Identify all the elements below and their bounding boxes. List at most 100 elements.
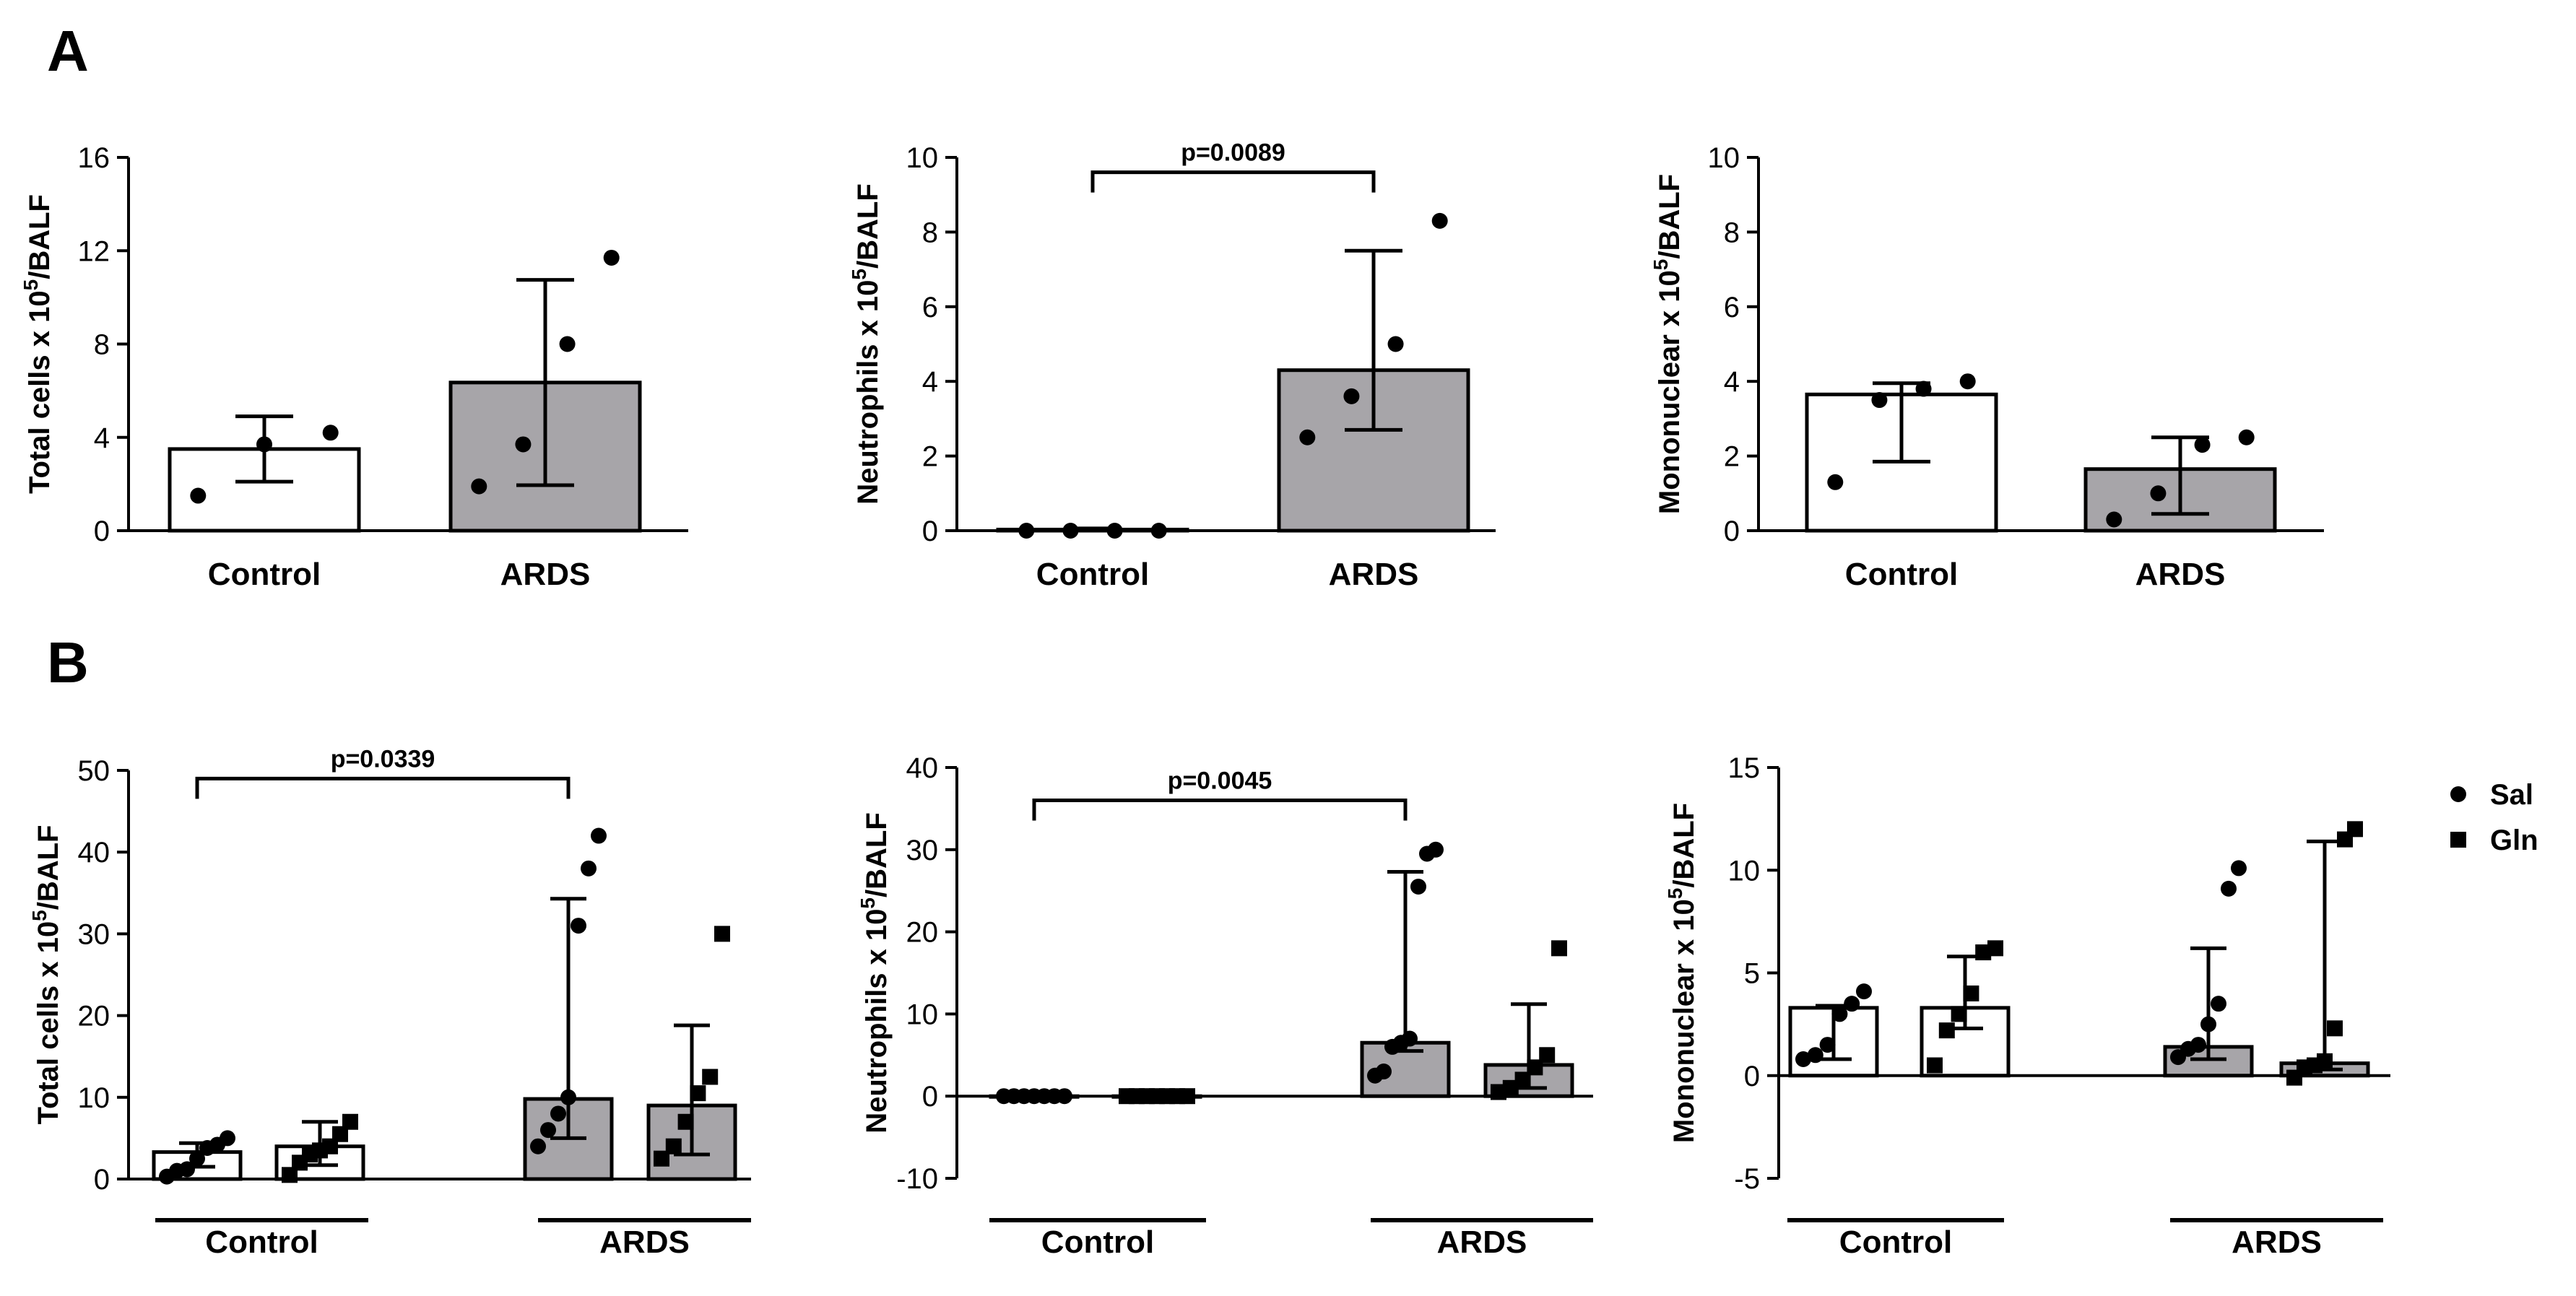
category-label-ards: ARDS [2232, 1225, 2322, 1260]
data-point-circle [581, 860, 597, 877]
category-label-control: Control [1041, 1225, 1154, 1260]
data-point-circle [2190, 1037, 2206, 1053]
data-point-circle [1343, 388, 1360, 404]
y-tick-label: 8 [922, 217, 938, 248]
data-point-circle [515, 436, 532, 453]
data-point-circle [530, 1138, 546, 1154]
data-point-circle [220, 1130, 235, 1147]
y-tick-label: 4 [94, 422, 110, 454]
data-point-circle [1428, 841, 1444, 858]
data-point-circle [190, 487, 207, 504]
category-label-ards: ARDS [599, 1225, 690, 1260]
category-label-control: Control [208, 557, 321, 592]
data-point-circle [1018, 523, 1035, 539]
legend-label-sal: Sal [2490, 779, 2533, 811]
data-point-square [1539, 1047, 1556, 1064]
data-point-circle [550, 1105, 566, 1122]
data-point-square [1491, 1084, 1506, 1100]
p-value-label: p=0.0089 [1181, 139, 1285, 167]
data-point-circle [1819, 1037, 1836, 1053]
p-value-label: p=0.0339 [331, 745, 435, 773]
y-tick-label: 2 [922, 441, 938, 473]
data-point-circle [2231, 860, 2247, 877]
y-tick-label: 16 [78, 142, 110, 174]
y-tick-label: 6 [922, 292, 938, 323]
data-point-circle [1150, 523, 1167, 539]
data-point-circle [1106, 523, 1123, 539]
category-label-control: Control [1839, 1225, 1952, 1260]
data-point-circle [2106, 511, 2122, 528]
data-point-circle [1431, 212, 1448, 229]
y-tick-label: 10 [78, 1082, 110, 1114]
data-point-circle [1795, 1051, 1811, 1067]
data-point-circle [1871, 392, 1888, 409]
data-point-square [342, 1113, 358, 1130]
data-point-square [702, 1069, 719, 1085]
data-point-circle [471, 478, 487, 495]
data-point-circle [1376, 1064, 1392, 1080]
data-point-circle [571, 918, 586, 934]
data-point-circle [2200, 1016, 2216, 1032]
y-tick-label: 50 [78, 755, 110, 787]
data-point-square [1502, 1079, 1519, 1096]
y-tick-label: 12 [78, 235, 110, 267]
data-point-square [1987, 940, 2003, 957]
y-axis-label: Total cells x 105/BALF [19, 194, 56, 494]
data-point-square [1951, 1006, 1967, 1022]
y-tick-label: 4 [922, 366, 938, 398]
category-label-control: Control [1036, 557, 1149, 592]
y-tick-label: 40 [78, 837, 110, 869]
category-label-ards: ARDS [500, 557, 591, 592]
chart-a3: 0 2 4 6 8 10 Mononuclear x 105/BALF Control ARDS [1649, 142, 2324, 592]
panel-label-b: B [47, 630, 89, 695]
data-point-circle [256, 436, 272, 453]
y-tick-label: 0 [1744, 1061, 1760, 1092]
category-label-ards: ARDS [1437, 1225, 1527, 1260]
category-label-ards: ARDS [2135, 557, 2226, 592]
data-point-square [1963, 985, 1979, 1001]
y-tick-label: 0 [922, 1081, 938, 1113]
chart-a2: 0 2 4 6 8 10 Neutrophils x 105/BALF Control ARDS… [848, 139, 1496, 592]
y-axis-label: Neutrophils x 105/BALF [848, 183, 884, 505]
y-tick-label: 0 [922, 516, 938, 547]
data-point-circle [1062, 523, 1079, 539]
data-point-circle [603, 249, 620, 266]
data-point-circle [1827, 474, 1844, 490]
data-point-circle [540, 1122, 556, 1139]
data-point-square [1527, 1059, 1543, 1076]
y-tick-label: 2 [1724, 441, 1740, 473]
data-point-circle [1410, 879, 1426, 895]
data-point-circle [1402, 1030, 1418, 1047]
y-tick-label: 0 [94, 516, 110, 547]
data-point-circle [322, 425, 339, 441]
y-tick-label: -10 [896, 1163, 938, 1195]
category-label-control: Control [205, 1225, 318, 1260]
y-tick-label: 10 [906, 142, 939, 174]
y-axis-label: Mononuclear x 105/BALF [1664, 803, 1700, 1143]
y-tick-label: 20 [906, 917, 939, 949]
y-tick-label: 0 [94, 1164, 110, 1196]
data-point-square [2327, 1020, 2343, 1037]
data-point-square [677, 1113, 694, 1130]
data-point-circle [2221, 880, 2237, 897]
legend: Sal Gln [2450, 779, 2538, 856]
data-point-circle [1831, 1006, 1848, 1022]
data-point-circle [559, 336, 576, 352]
data-point-circle [2211, 996, 2226, 1012]
y-tick-label: 30 [906, 835, 939, 866]
chart-b1: 0 10 20 30 40 50 Total cells x 105/BALF Control… [28, 745, 751, 1260]
data-point-circle [2150, 485, 2167, 502]
category-label-ards: ARDS [1329, 557, 1419, 592]
y-tick-label: 10 [1728, 855, 1761, 887]
data-point-square [322, 1138, 338, 1154]
data-point-circle [2238, 429, 2255, 445]
data-point-square [665, 1138, 682, 1154]
chart-a1: 0 4 8 12 16 Total cells x 105/BALF Control ARDS [19, 142, 688, 592]
panel-label-a: A [47, 19, 89, 83]
data-point-circle [1844, 996, 1860, 1012]
y-axis-label: Mononuclear x 105/BALF [1649, 174, 1686, 514]
data-point-circle [1856, 983, 1872, 1000]
y-tick-label: 10 [906, 999, 939, 1030]
